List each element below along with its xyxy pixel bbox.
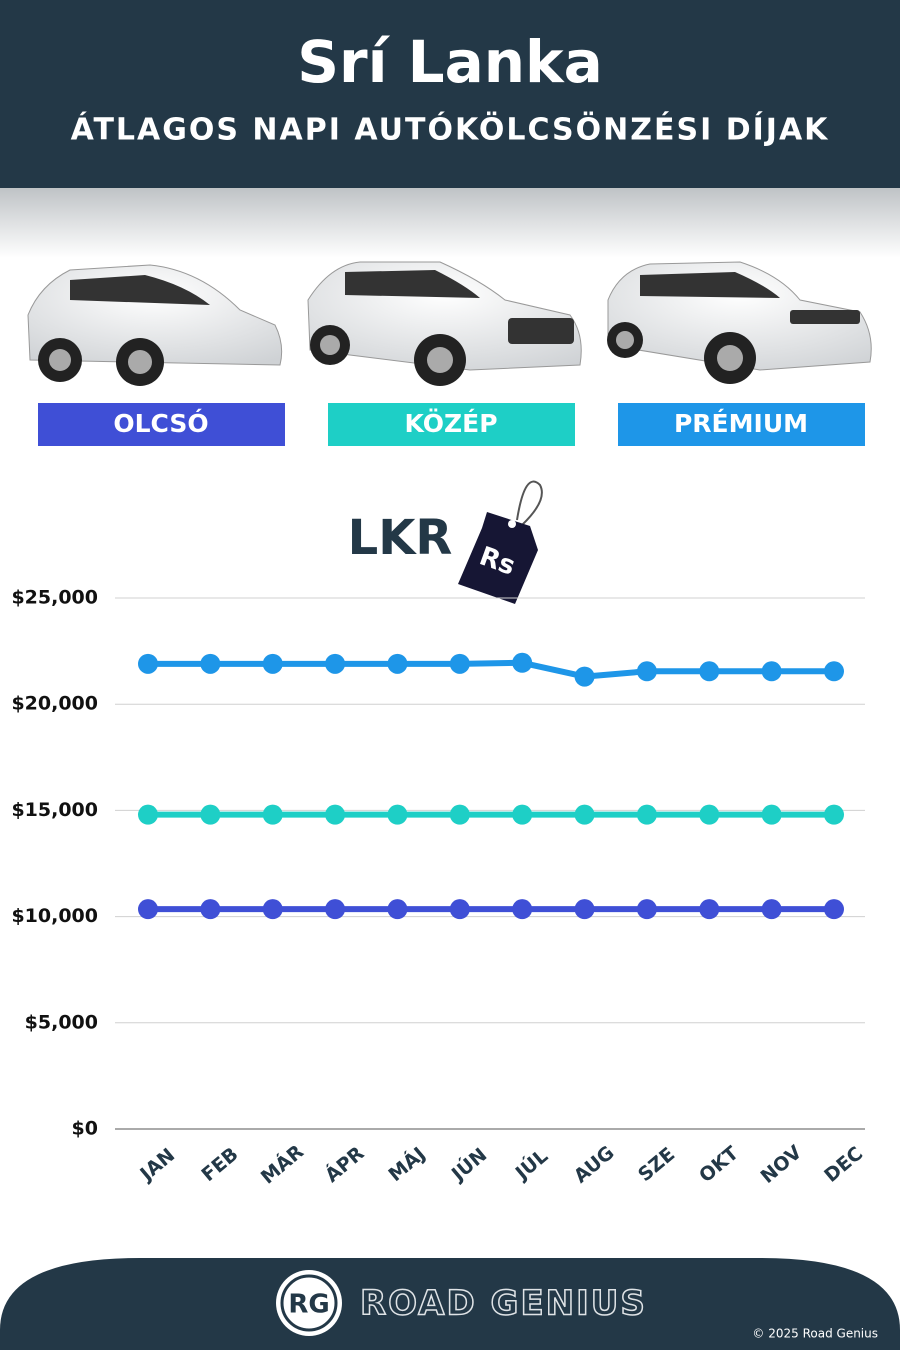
footer-band xyxy=(0,1258,900,1350)
data-point xyxy=(699,804,720,825)
y-tick-label: $0 xyxy=(72,1118,98,1140)
data-point xyxy=(138,804,158,825)
brand: ROAD GENIUS xyxy=(360,1284,647,1324)
data-point xyxy=(699,661,720,682)
header-shadow xyxy=(0,188,900,258)
data-point xyxy=(824,899,844,920)
legend-label: OLCSÓ xyxy=(113,408,208,438)
data-point xyxy=(761,661,782,682)
data-point xyxy=(636,661,657,682)
logo-ring xyxy=(280,1274,338,1332)
data-point xyxy=(387,653,408,674)
car-economy xyxy=(27,264,283,386)
data-point xyxy=(449,653,470,674)
data-point xyxy=(574,804,595,825)
logo-text: RG xyxy=(288,1290,329,1320)
data-point xyxy=(325,899,346,920)
copyright: © 2025 Road Genius xyxy=(752,1327,878,1341)
data-point xyxy=(387,804,408,825)
data-point xyxy=(200,899,221,920)
data-point xyxy=(262,899,283,920)
currency-label: LKR xyxy=(348,510,453,566)
data-point xyxy=(138,653,158,674)
x-tick-label: SZE xyxy=(634,1143,679,1186)
data-point xyxy=(512,804,533,825)
series-line xyxy=(148,659,834,680)
data-point xyxy=(200,653,221,674)
x-tick-label: MÁJ xyxy=(384,1142,430,1186)
x-tick-label: FEB xyxy=(197,1143,242,1186)
price-tag xyxy=(458,480,543,604)
car-premium xyxy=(607,261,872,384)
y-tick-label: $25,000 xyxy=(11,587,98,609)
subtitle: ÁTLAGOS NAPI AUTÓKÖLCSÖNZÉSI DÍJAK xyxy=(71,111,830,148)
x-tick-label: DEC xyxy=(820,1142,867,1186)
data-point xyxy=(262,653,283,674)
y-tick-label: $10,000 xyxy=(11,905,98,927)
data-point xyxy=(824,661,844,682)
data-point xyxy=(636,899,657,920)
legend-label: KÖZÉP xyxy=(404,408,497,438)
data-point xyxy=(512,899,533,920)
data-point xyxy=(449,899,470,920)
x-tick-label: JAN xyxy=(135,1144,180,1186)
y-tick-label: $15,000 xyxy=(11,799,98,821)
data-point xyxy=(824,804,844,825)
data-point xyxy=(574,666,595,687)
data-point xyxy=(699,899,720,920)
y-tick-label: $20,000 xyxy=(11,693,98,715)
legend-swatch xyxy=(328,403,575,446)
data-point xyxy=(262,804,283,825)
legend-swatch xyxy=(38,403,285,446)
logo-circle xyxy=(276,1270,342,1336)
x-tick-label: JÚN xyxy=(445,1142,491,1186)
car-mid xyxy=(307,261,582,386)
x-tick-label: JÚL xyxy=(509,1144,552,1186)
data-point xyxy=(512,652,533,673)
x-tick-label: NOV xyxy=(757,1141,807,1188)
data-point xyxy=(200,804,221,825)
data-point xyxy=(138,899,158,920)
x-tick-label: AUG xyxy=(570,1142,619,1188)
y-tick-label: $5,000 xyxy=(25,1011,98,1033)
x-tick-label: OKT xyxy=(695,1142,743,1187)
title: Srí Lanka xyxy=(297,28,603,96)
legend-swatch xyxy=(618,403,865,446)
data-point xyxy=(574,899,595,920)
x-tick-label: MÁR xyxy=(256,1140,308,1189)
data-point xyxy=(387,899,408,920)
data-point xyxy=(325,804,346,825)
header-band xyxy=(0,0,900,188)
data-point xyxy=(761,899,782,920)
legend-label: PRÉMIUM xyxy=(674,409,808,438)
x-tick-label: ÁPR xyxy=(320,1141,368,1187)
data-point xyxy=(325,653,346,674)
data-point xyxy=(636,804,657,825)
data-point xyxy=(449,804,470,825)
data-point xyxy=(761,804,782,825)
